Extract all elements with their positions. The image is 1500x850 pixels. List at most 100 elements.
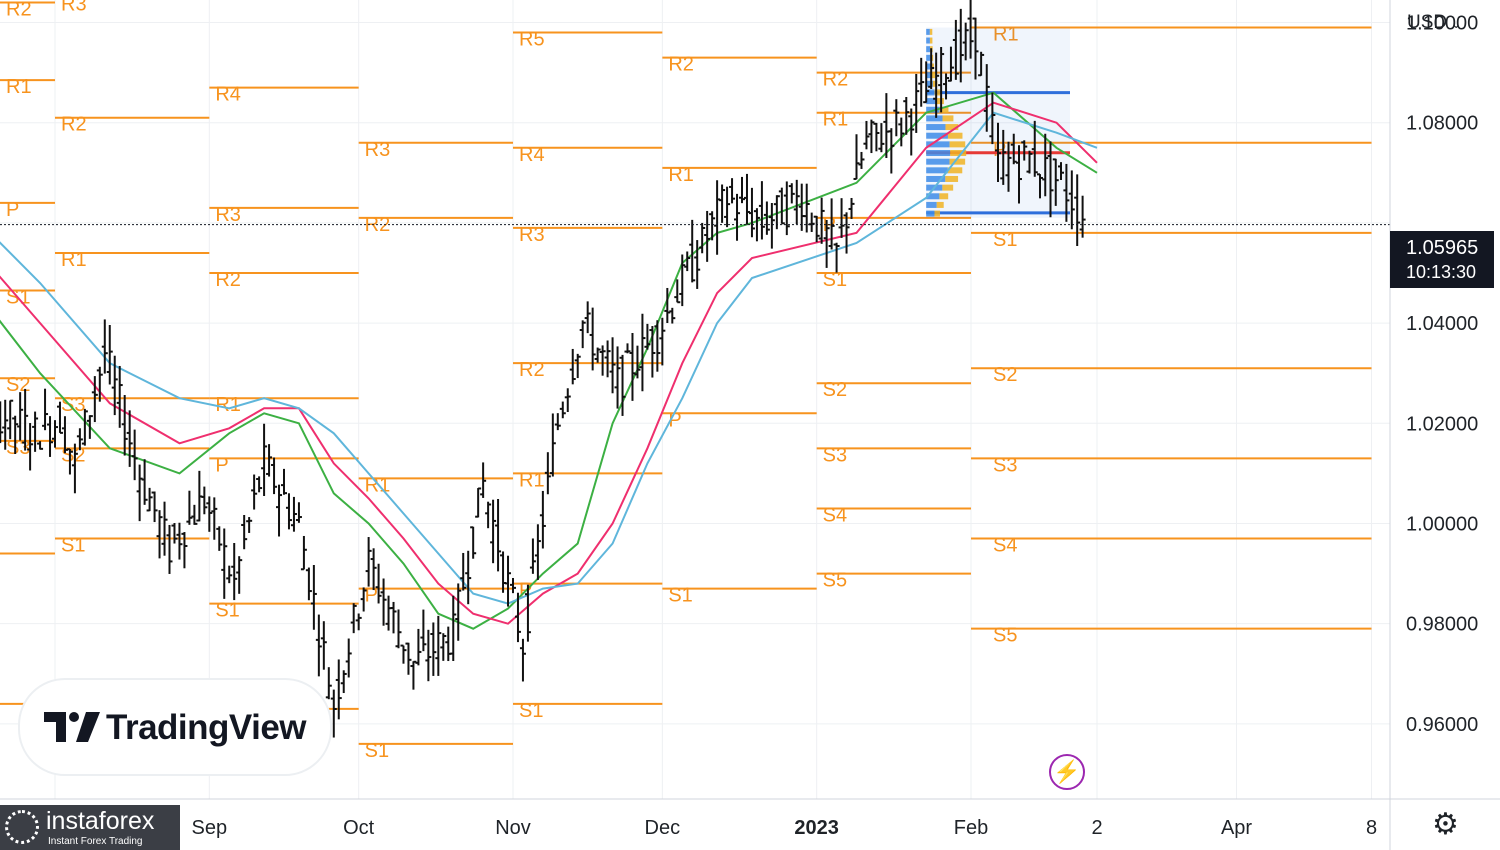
ohlc-bar [480, 462, 487, 498]
tradingview-logo[interactable]: TradingView [18, 678, 332, 776]
ohlc-bar [111, 355, 118, 416]
ohlc-bar [962, 22, 969, 61]
ohlc-bar [310, 565, 317, 630]
ohlc-bar [241, 514, 248, 550]
x-tick-label: Feb [954, 817, 988, 839]
ohlc-bar [868, 119, 875, 154]
profile-bar-vol-b [934, 210, 940, 217]
profile-bar-vol-b [929, 28, 933, 35]
ohlc-bar [768, 202, 775, 249]
pivot-label: R1 [993, 24, 1019, 46]
ohlc-bar [425, 629, 432, 682]
ohlc-bar [893, 99, 900, 137]
ohlc-bar [758, 181, 765, 240]
ohlc-bar [246, 517, 253, 533]
y-tick-label: 0.96000 [1406, 714, 1478, 736]
ohlc-bar [281, 468, 287, 495]
ohlc-bar [495, 498, 502, 572]
pivot-label: S1 [519, 700, 543, 722]
profile-bar-vol-b [945, 175, 959, 182]
ohlc-bar [719, 184, 726, 223]
profile-bar-vol-a [926, 132, 948, 139]
ohlc-bar [7, 399, 14, 440]
profile-bar-vol-a [926, 150, 951, 157]
ohlc-bar [390, 601, 397, 634]
profile-bar-vol-a [926, 124, 946, 131]
profile-bar-vol-b [936, 201, 944, 208]
ohlc-bar [983, 64, 990, 132]
ohlc-bar [226, 565, 233, 584]
pivot-label: S3 [61, 394, 85, 416]
ohlc-bar [594, 347, 601, 363]
ohlc-bar [1079, 195, 1086, 238]
ohlc-bar [813, 215, 820, 243]
ohlc-bar [763, 201, 770, 235]
current-price-value: 1.05965 [1406, 237, 1479, 259]
ohlc-bar [315, 614, 322, 677]
pivot-label: P [215, 454, 228, 476]
ohlc-bar [1068, 170, 1075, 230]
ohlc-bar [171, 523, 178, 544]
ohlc-bar [500, 551, 507, 593]
ohlc-bar [938, 46, 945, 113]
ohlc-bar [236, 556, 243, 594]
ohlc-bar [654, 320, 661, 372]
profile-bar-vol-a [926, 89, 935, 96]
ohlc-bar [724, 186, 731, 228]
ohlc-bar [619, 354, 626, 416]
ohlc-bar [863, 120, 870, 150]
pivot-label: R1 [519, 469, 545, 491]
ohlc-bar [490, 499, 497, 564]
pivot-label: R3 [61, 0, 87, 15]
ohlc-bar [709, 211, 716, 241]
ohlc-bar [823, 219, 830, 268]
ohlc-bar [256, 476, 263, 493]
ohlc-bar [266, 444, 273, 477]
ohlc-bar [689, 219, 696, 283]
ohlc-bar [81, 408, 88, 446]
ohlc-bar [131, 429, 138, 481]
ohlc-bar [898, 117, 905, 147]
gear-icon[interactable]: ⚙ [1432, 808, 1459, 841]
pivot-label: R2 [519, 359, 545, 381]
ohlc-bar [1074, 174, 1081, 246]
x-tick-label: 2023 [794, 817, 839, 839]
currency-selector[interactable]: USD ⌄ [1407, 12, 1461, 34]
ohlc-bar [624, 343, 631, 354]
chevron-down-icon: ⌄ [1451, 17, 1462, 31]
ohlc-bar [778, 187, 785, 225]
ohlc-bar [838, 198, 845, 238]
ohlc-bar [355, 613, 362, 631]
profile-bar-vol-b [931, 72, 936, 79]
profile-bar-vol-b [949, 158, 966, 165]
pivot-label: P [6, 199, 19, 221]
ohlc-bar [1047, 141, 1054, 218]
pivot-label: S1 [823, 269, 847, 291]
ohlc-bar [17, 392, 24, 441]
ohlc-bar [1026, 150, 1033, 174]
ohlc-bar [206, 496, 213, 532]
ohlc-bar [554, 413, 561, 431]
x-axis-ticks: AugSepOctNovDec2023Feb2Apr8 [37, 817, 1377, 839]
ohlc-bar [803, 183, 810, 233]
ohlc-bar [56, 401, 63, 434]
pivot-label: R3 [215, 204, 241, 226]
ohlc-bar [136, 464, 143, 522]
ohlc-bar [848, 197, 855, 219]
ohlc-bar [629, 333, 636, 401]
profile-bar-vol-b [949, 141, 966, 148]
ohlc-bar [37, 441, 44, 450]
ohlc-bar [649, 326, 656, 378]
pivot-label: P [365, 585, 378, 607]
lightning-icon[interactable]: ⚡ [1049, 754, 1085, 790]
ohlc-bar [1021, 140, 1028, 161]
ohlc-bar [305, 567, 312, 601]
ohlc-bar [186, 490, 193, 525]
ohlc-bar [375, 563, 382, 604]
pivot-label: R1 [61, 249, 87, 271]
ohlc-bar [395, 609, 402, 649]
ohlc-bar [285, 493, 292, 530]
ohlc-bar [1000, 129, 1007, 185]
